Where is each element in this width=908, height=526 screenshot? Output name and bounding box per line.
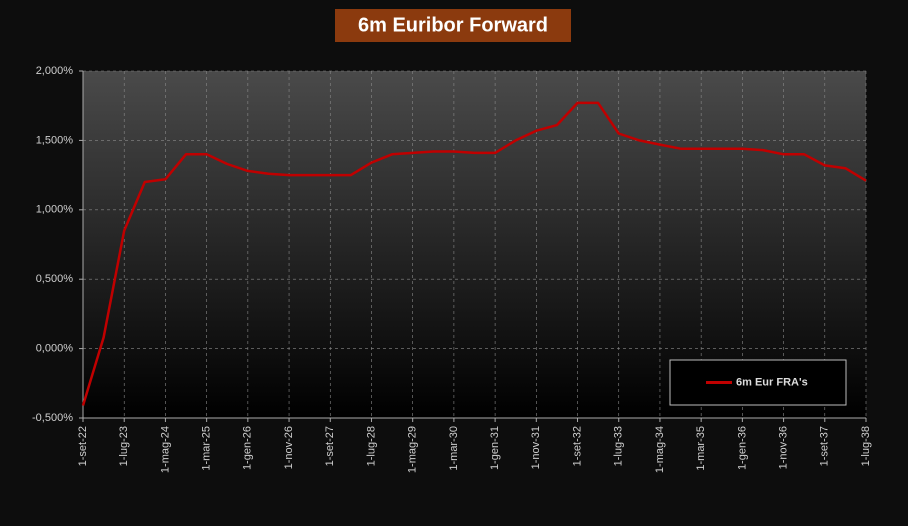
x-tick-label: 1-lug-28 (365, 426, 377, 466)
x-tick-label: 1-mag-34 (654, 426, 666, 473)
data-line (81, 101, 867, 406)
y-tick-label: -0,500% (32, 412, 73, 424)
x-tick-label: 1-lug-33 (613, 426, 625, 466)
x-tick-label: 1-mar-30 (448, 426, 460, 471)
x-tick-label: 1-mag-29 (407, 426, 419, 473)
x-tick-label: 1-nov-26 (283, 426, 295, 469)
x-tick-label: 1-set-22 (77, 426, 89, 466)
chart-title: 6m Euribor Forward (358, 14, 548, 36)
x-tick-label: 1-lug-38 (860, 426, 872, 466)
x-tick-label: 1-nov-36 (777, 426, 789, 469)
legend-label: 6m Eur FRA's (736, 376, 808, 388)
x-tick-label: 1-mar-25 (201, 426, 213, 471)
x-tick-label: 1-gen-36 (736, 426, 748, 470)
x-tick-label: 1-set-27 (324, 426, 336, 466)
x-tick-label: 1-set-37 (819, 426, 831, 466)
x-tick-label: 1-gen-31 (489, 426, 501, 470)
y-tick-label: 1,000% (36, 204, 74, 216)
x-tick-label: 1-gen-26 (242, 426, 254, 470)
y-tick-label: 0,000% (36, 343, 74, 355)
x-tick-label: 1-mar-35 (695, 426, 707, 471)
x-tick-label: 1-nov-31 (530, 426, 542, 469)
x-tick-label: 1-set-32 (571, 426, 583, 466)
title-box (335, 9, 571, 42)
y-tick-label: 2,000% (36, 65, 74, 77)
y-tick-label: 1,500% (36, 134, 74, 146)
x-tick-label: 1-mag-24 (159, 426, 171, 473)
y-tick-label: 0,500% (36, 273, 74, 285)
x-tick-label: 1-lug-23 (118, 426, 130, 466)
legend-box (669, 359, 847, 406)
